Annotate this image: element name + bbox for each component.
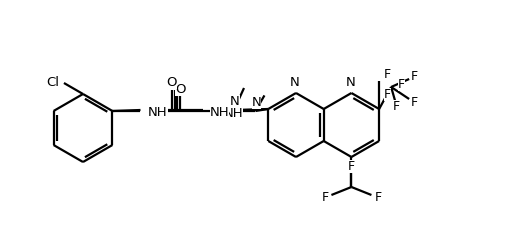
- Text: N: N: [289, 76, 299, 89]
- Text: NH: NH: [147, 105, 167, 119]
- Text: N: N: [251, 96, 261, 109]
- Text: F: F: [374, 191, 381, 204]
- Text: N: N: [230, 95, 239, 108]
- Text: NH: NH: [210, 105, 229, 119]
- Text: F: F: [347, 159, 355, 173]
- Text: F: F: [383, 88, 390, 100]
- Text: O: O: [166, 75, 177, 89]
- Text: NH: NH: [223, 108, 242, 120]
- Text: F: F: [392, 100, 399, 113]
- Text: N: N: [345, 76, 355, 89]
- Text: F: F: [397, 78, 404, 90]
- Text: F: F: [410, 96, 417, 109]
- Text: NH: NH: [148, 108, 168, 120]
- Text: F: F: [321, 191, 328, 204]
- Text: Cl: Cl: [46, 76, 59, 89]
- Text: F: F: [383, 68, 390, 80]
- Text: O: O: [175, 83, 185, 96]
- Text: F: F: [410, 70, 417, 83]
